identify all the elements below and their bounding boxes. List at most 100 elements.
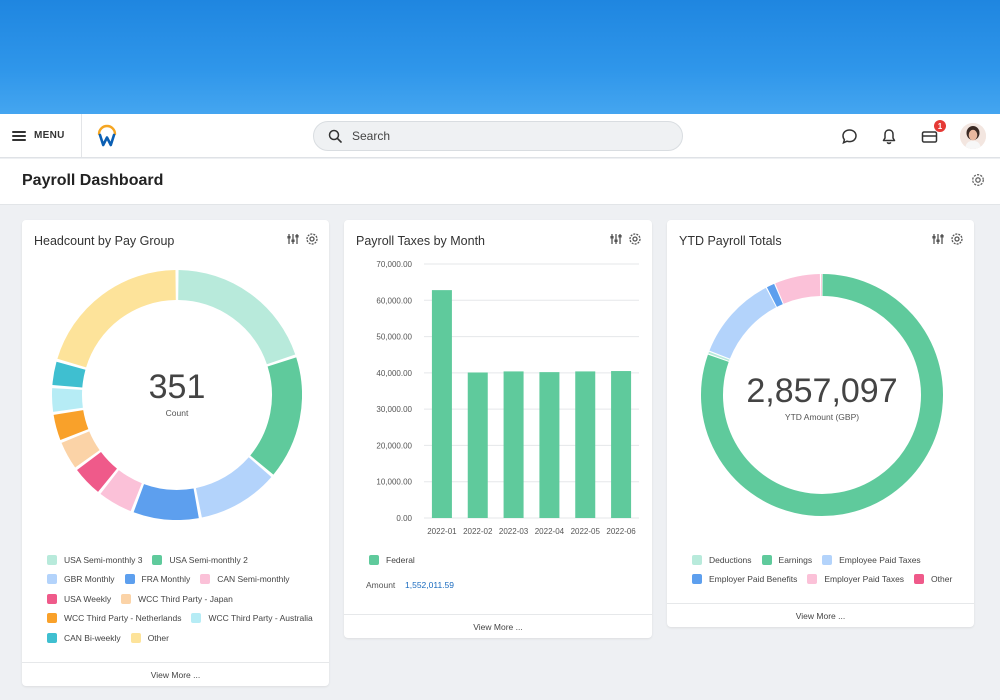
donut-slice-wcc-third-party-netherlands[interactable]: [53, 409, 89, 440]
legend-item[interactable]: Other: [914, 574, 952, 585]
donut-slice-usa-semi-monthly-3[interactable]: [177, 270, 296, 365]
legend-item[interactable]: Employer Paid Benefits: [692, 574, 797, 585]
donut-slice-fra-monthly[interactable]: [133, 483, 199, 520]
legend-swatch: [822, 554, 833, 565]
workday-logo[interactable]: [82, 124, 132, 148]
legend-item[interactable]: CAN Semi-monthly: [200, 574, 290, 585]
notifications-button[interactable]: [880, 127, 898, 145]
headcount-legend: USA Semi-monthly 3 USA Semi-monthly 2 GBR …: [47, 550, 327, 648]
legend-item[interactable]: WCC Third Party - Japan: [121, 593, 233, 604]
bell-icon: [882, 128, 896, 144]
legend-label: Employer Paid Taxes: [824, 574, 905, 585]
inbox-badge: 1: [934, 120, 946, 132]
donut-slice-wcc-third-party-australia[interactable]: [52, 388, 83, 412]
gear-icon[interactable]: [950, 232, 964, 246]
amount-value[interactable]: 1,552,011.59: [405, 580, 454, 590]
legend-item[interactable]: Deductions: [692, 554, 752, 565]
donut-slice-usa-semi-monthly-2[interactable]: [249, 357, 302, 475]
legend-item[interactable]: GBR Monthly: [47, 574, 115, 585]
legend-item[interactable]: Earnings: [761, 554, 813, 565]
legend-swatch: [47, 554, 57, 565]
legend-item[interactable]: USA Weekly: [47, 593, 111, 604]
legend-item[interactable]: Federal: [369, 554, 415, 565]
legend-item[interactable]: WCC Third Party - Australia: [191, 613, 313, 624]
legend-label: CAN Semi-monthly: [217, 574, 290, 585]
legend-label: Employee Paid Taxes: [839, 554, 921, 565]
view-more-link[interactable]: View More ...: [22, 662, 329, 686]
ytd-total-label: YTD Amount (GBP): [784, 412, 860, 422]
legend-swatch: [121, 593, 132, 604]
search-input[interactable]: Search: [313, 121, 683, 151]
bar-2022-02[interactable]: [467, 372, 488, 518]
filter-icon[interactable]: [609, 232, 623, 246]
gear-icon: [972, 174, 984, 186]
legend-label: Deductions: [709, 554, 752, 565]
legend-swatch: [761, 554, 772, 565]
ytd-payroll-card: YTD Payroll Totals 2,857,097 YTD Amount …: [667, 220, 974, 627]
chat-button[interactable]: [840, 127, 858, 145]
legend-item[interactable]: CAN Bi-weekly: [47, 632, 121, 643]
legend-item[interactable]: FRA Monthly: [124, 574, 190, 585]
gear-icon[interactable]: [628, 232, 642, 246]
donut-slice-usa-weekly[interactable]: [77, 451, 118, 492]
page-title: Payroll Dashboard: [22, 172, 164, 189]
legend-item[interactable]: Other: [130, 632, 169, 643]
legend-label: WCC Third Party - Netherlands: [64, 613, 182, 624]
donut-slice-earnings[interactable]: [701, 274, 943, 516]
y-tick-label: 70,000.00: [376, 260, 412, 269]
donut-slice-employer-paid-benefits[interactable]: [766, 283, 783, 307]
legend-swatch: [124, 574, 135, 585]
legend-swatch: [914, 574, 925, 585]
donut-slice-can-bi-weekly[interactable]: [52, 361, 86, 388]
legend-swatch: [692, 574, 702, 585]
inbox-button[interactable]: 1: [920, 120, 946, 145]
page-header: Payroll Dashboard: [0, 159, 1000, 205]
legend-swatch: [47, 574, 57, 585]
card-title: Payroll Taxes by Month: [356, 234, 485, 248]
y-tick-label: 60,000.00: [376, 296, 412, 305]
y-tick-label: 40,000.00: [376, 369, 412, 378]
donut-slice-deductions[interactable]: [708, 351, 730, 362]
bar-2022-01[interactable]: [431, 290, 452, 518]
page-settings-button[interactable]: [970, 172, 986, 193]
bar-2022-05[interactable]: [575, 371, 596, 518]
legend-swatch: [47, 613, 57, 624]
bar-2022-04[interactable]: [539, 372, 560, 518]
legend-swatch: [200, 574, 211, 585]
top-banner: [0, 0, 1000, 116]
ytd-total: 2,857,097: [746, 372, 898, 410]
filter-icon[interactable]: [286, 232, 300, 246]
legend-swatch: [47, 632, 57, 643]
avatar[interactable]: [960, 123, 986, 149]
donut-slice-can-semi-monthly[interactable]: [100, 469, 143, 512]
legend-item[interactable]: WCC Third Party - Netherlands: [47, 613, 182, 624]
donut-slice-wcc-third-party-japan[interactable]: [61, 431, 100, 468]
donut-slice-gbr-monthly[interactable]: [195, 456, 272, 518]
gear-icon[interactable]: [305, 232, 319, 246]
legend-item[interactable]: USA Semi-monthly 2: [152, 554, 248, 565]
bar-2022-06[interactable]: [611, 371, 632, 518]
legend-swatch: [47, 593, 57, 604]
legend-swatch: [191, 613, 202, 624]
top-navigation-bar: MENU Search: [0, 114, 1000, 158]
view-more-link[interactable]: View More ...: [667, 603, 974, 627]
search-icon: [328, 129, 342, 143]
donut-slice-other[interactable]: [57, 270, 177, 368]
legend-label: Federal: [386, 554, 415, 565]
view-more-link[interactable]: View More ...: [344, 614, 652, 638]
filter-icon[interactable]: [931, 232, 945, 246]
legend-item[interactable]: Employee Paid Taxes: [822, 554, 921, 565]
y-tick-label: 50,000.00: [376, 333, 412, 342]
bar-2022-03[interactable]: [503, 371, 524, 518]
y-tick-label: 0.00: [396, 514, 412, 523]
donut-slice-employer-paid-taxes[interactable]: [775, 274, 821, 304]
menu-button[interactable]: MENU: [0, 114, 82, 157]
x-tick-label: 2022-05: [571, 527, 601, 536]
x-tick-label: 2022-03: [499, 527, 529, 536]
legend-item[interactable]: Employer Paid Taxes: [807, 574, 905, 585]
legend-label: Earnings: [778, 554, 813, 565]
payroll-taxes-bar-chart: 0.00 10,000.00 20,000.00 30,000.00 40,000.00…: [376, 260, 639, 536]
donut-slice-employee-paid-taxes[interactable]: [709, 287, 777, 360]
legend-item[interactable]: USA Semi-monthly 3: [47, 554, 142, 565]
user-photo-icon: [960, 123, 986, 149]
